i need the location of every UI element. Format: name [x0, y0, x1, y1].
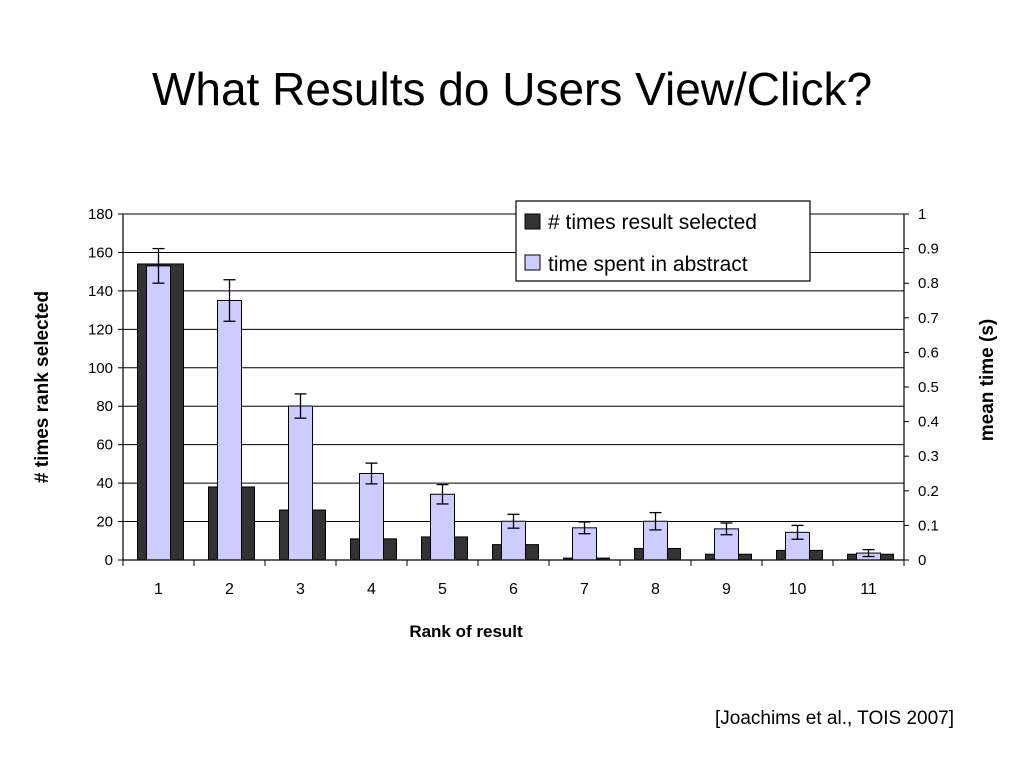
x-tick-label: 1: [154, 581, 163, 598]
x-tick-label: 2: [225, 581, 234, 598]
y-tick-label-right: 1: [918, 206, 926, 223]
axes: 0 20 40 60 80 100 120 140 160 180 0 0.1 0.2 0.3 0.4 0.5…: [88, 206, 939, 598]
x-tick-label: 7: [580, 581, 589, 598]
x-tick-label: 6: [509, 581, 518, 598]
bar-time-in-abstract: [146, 265, 171, 561]
y-tick-label-right: 0.8: [918, 275, 939, 292]
y-tick-label-left: 80: [96, 398, 113, 415]
legend-box: [515, 200, 811, 282]
bar-time-in-abstract: [217, 300, 242, 561]
legend-label-selected: # times result selected: [548, 211, 757, 234]
y-tick-label-left: 140: [88, 283, 113, 300]
y-tick-label-right: 0.6: [918, 344, 939, 361]
y-tick-label-right: 0.2: [918, 483, 939, 500]
x-tick-label: 3: [296, 581, 305, 598]
y-tick-label-left: 160: [88, 244, 113, 261]
y-tick-label-right: 0.1: [918, 517, 939, 534]
x-tick-label: 5: [438, 581, 447, 598]
y-tick-label-left: 0: [105, 552, 113, 569]
y-tick-label-right: 0.4: [918, 414, 939, 431]
slide-title: What Results do Users View/Click?: [151, 63, 873, 115]
x-tick-label: 9: [722, 581, 731, 598]
y-tick-label-right: 0.5: [918, 379, 939, 396]
legend-label-abstract: time spent in abstract: [548, 253, 748, 276]
legend-swatch-selected: [524, 213, 541, 230]
x-tick-label: 8: [651, 581, 660, 598]
y-axis-right-label: mean time (s): [977, 319, 998, 441]
legend-swatch-abstract: [524, 254, 541, 271]
x-tick-label: 4: [367, 581, 376, 598]
y-tick-label-right: 0.3: [918, 448, 939, 465]
y-axis-left-label: # times rank selected: [32, 291, 53, 483]
x-tick-label: 10: [789, 581, 807, 598]
bar-time-in-abstract: [359, 473, 384, 561]
y-tick-label-left: 20: [96, 514, 113, 531]
legend: # times result selected time spent in ab…: [515, 200, 811, 282]
citation: [Joachims et al., TOIS 2007]: [714, 708, 954, 729]
y-tick-label-right: 0: [918, 552, 926, 569]
y-tick-label-right: 0.7: [918, 310, 939, 327]
y-tick-label-left: 40: [96, 475, 113, 492]
bar-time-in-abstract: [288, 405, 313, 561]
y-tick-label-right: 0.9: [918, 241, 939, 258]
bars: [137, 247, 894, 561]
y-tick-label-left: 100: [88, 360, 113, 377]
y-tick-label-left: 60: [96, 437, 113, 454]
x-axis-label: Rank of result: [409, 622, 523, 641]
y-tick-label-left: 120: [88, 321, 113, 338]
y-tick-label-left: 180: [88, 206, 113, 223]
x-tick-label: 11: [860, 581, 877, 598]
